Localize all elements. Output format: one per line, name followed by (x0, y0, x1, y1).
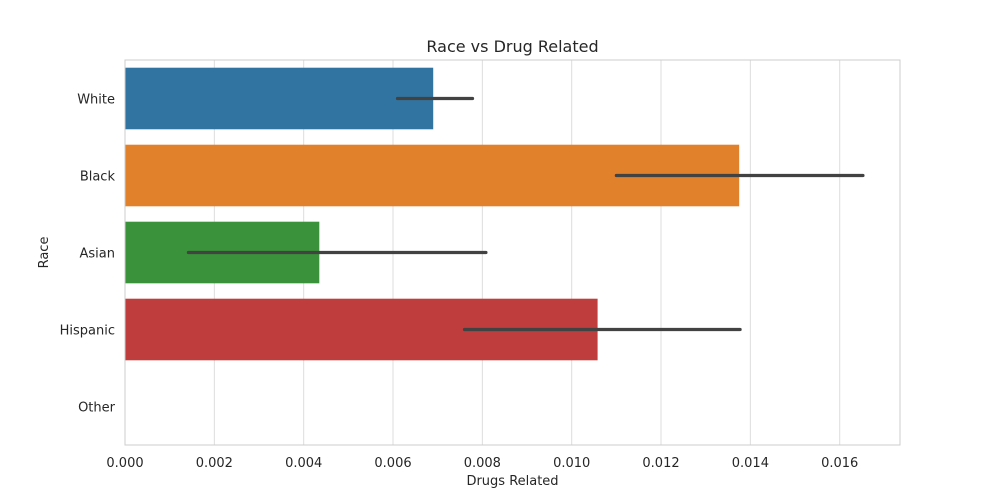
y-tick-label-other: Other (78, 401, 116, 416)
y-tick-label-black: Black (80, 170, 116, 185)
x-axis-title: Drugs Related (466, 474, 558, 489)
x-tick-label: 0.012 (642, 456, 679, 471)
plot-frame (124, 59, 901, 446)
y-tick-labels: White Black Asian Hispanic Other (60, 93, 116, 416)
y-tick-label-white: White (77, 93, 115, 108)
y-tick-label-asian: Asian (80, 247, 115, 262)
x-tick-labels: 0.000 0.002 0.004 0.006 0.008 0.010 0.012 0.014… (106, 456, 858, 471)
chart-title: Race vs Drug Related (426, 37, 598, 56)
bar-white (125, 67, 434, 130)
x-tick-label: 0.002 (196, 456, 233, 471)
error-bars-group (186, 96, 865, 332)
x-tick-label: 0.004 (285, 456, 322, 471)
x-tick-label: 0.010 (553, 456, 590, 471)
x-tick-label: 0.014 (732, 456, 769, 471)
x-tick-label: 0.016 (821, 456, 858, 471)
x-tick-label: 0.008 (464, 456, 501, 471)
x-tick-label: 0.006 (374, 456, 411, 471)
y-axis-title: Race (37, 237, 52, 269)
x-tick-label: 0.000 (106, 456, 143, 471)
y-tick-label-hispanic: Hispanic (60, 324, 115, 339)
